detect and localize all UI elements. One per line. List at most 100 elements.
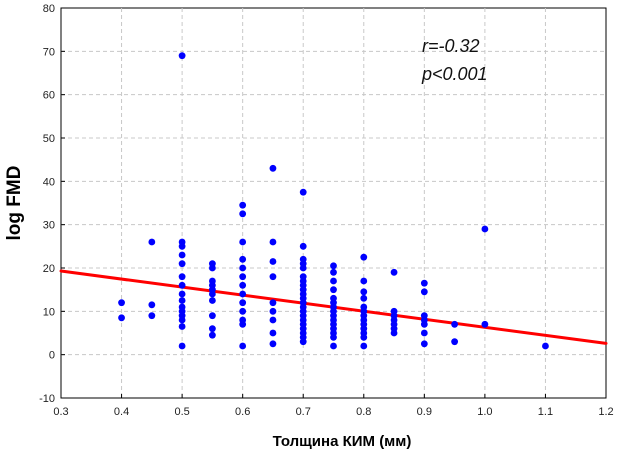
data-point (481, 320, 489, 328)
data-point (360, 253, 368, 261)
data-point (239, 290, 247, 298)
data-point (360, 342, 368, 350)
y-tick-label: 30 (43, 220, 55, 232)
x-tick-label: 0.7 (296, 406, 311, 418)
data-point (330, 268, 337, 276)
data-point (299, 242, 307, 250)
data-point (390, 268, 398, 276)
gridlines (61, 8, 606, 398)
data-point (390, 329, 398, 337)
x-axis-title: Толщина КИМ (мм) (273, 433, 412, 450)
x-tick-label: 0.6 (235, 406, 250, 418)
y-tick-label: 50 (43, 133, 55, 145)
y-axis-ticks: -10 0 10 20 30 40 50 60 70 80 (39, 3, 65, 405)
data-point (420, 340, 428, 348)
data-point (420, 279, 428, 287)
data-point (360, 333, 368, 341)
annotation-p: p<0.001 (421, 64, 488, 84)
annotation-r: r=-0.32 (422, 36, 480, 56)
data-point (239, 342, 247, 350)
data-point (208, 297, 216, 304)
data-point (269, 164, 277, 172)
data-point (330, 333, 337, 341)
x-tick-label: 0.3 (53, 406, 68, 418)
data-point (420, 320, 428, 328)
data-point (239, 264, 247, 272)
data-point (178, 342, 186, 350)
data-point (208, 264, 216, 272)
data-point (239, 307, 247, 315)
data-point (178, 273, 186, 281)
data-point (148, 312, 156, 320)
x-tick-label: 1.0 (477, 406, 492, 418)
data-point (178, 297, 186, 304)
data-point (178, 290, 186, 298)
data-point (360, 277, 368, 285)
x-axis-ticks: 0.3 0.4 0.5 0.6 0.7 0.8 0.9 1.0 1.1 1.2 (53, 394, 614, 418)
data-point (208, 325, 216, 333)
data-point (269, 340, 277, 348)
data-point (299, 338, 307, 346)
data-point (148, 301, 156, 309)
data-point (178, 52, 186, 60)
x-tick-label: 0.9 (417, 406, 432, 418)
data-point (481, 225, 489, 233)
data-point (239, 201, 247, 209)
y-tick-label: 20 (43, 263, 55, 275)
data-point (178, 281, 186, 289)
data-point (269, 258, 277, 265)
x-tick-label: 0.4 (114, 406, 129, 418)
data-point (299, 264, 307, 272)
data-point (178, 316, 186, 324)
data-point (451, 338, 459, 346)
data-point (208, 290, 216, 298)
data-point (269, 329, 277, 337)
data-point (360, 294, 368, 302)
data-point (420, 288, 428, 296)
data-point (239, 320, 247, 328)
data-point (208, 331, 216, 339)
data-point (269, 299, 277, 307)
data-point (178, 251, 186, 259)
x-tick-label: 0.5 (174, 406, 189, 418)
data-point (178, 260, 186, 268)
data-point (118, 299, 125, 307)
y-tick-label: 70 (43, 46, 55, 58)
data-point (542, 342, 549, 350)
data-point (239, 281, 247, 289)
data-point (330, 262, 337, 270)
data-point (148, 238, 156, 246)
data-point (451, 320, 459, 328)
data-point (269, 273, 277, 281)
y-tick-label: 60 (43, 90, 55, 102)
x-tick-label: 1.2 (598, 406, 613, 418)
data-point (330, 286, 337, 294)
data-point (239, 273, 247, 281)
data-point (360, 288, 368, 296)
data-point (178, 242, 186, 250)
y-tick-label: -10 (39, 393, 55, 405)
data-point (330, 342, 337, 350)
y-tick-label: 0 (49, 350, 55, 362)
data-point (299, 188, 307, 196)
data-point (269, 316, 277, 324)
data-point (208, 312, 216, 320)
data-point (118, 314, 125, 322)
y-tick-label: 80 (43, 3, 55, 15)
data-point (239, 255, 247, 263)
x-tick-label: 0.8 (356, 406, 371, 418)
data-point (269, 238, 277, 246)
data-point (239, 238, 247, 246)
data-point (178, 323, 186, 330)
y-tick-label: 10 (43, 306, 55, 318)
data-point (239, 299, 247, 307)
data-point (239, 210, 247, 218)
data-point (420, 329, 428, 337)
data-point (330, 277, 337, 285)
y-tick-label: 40 (43, 176, 55, 188)
x-tick-label: 1.1 (538, 406, 553, 418)
data-points (118, 52, 549, 350)
y-axis-title: log FMD (4, 166, 25, 241)
data-point (269, 307, 277, 315)
